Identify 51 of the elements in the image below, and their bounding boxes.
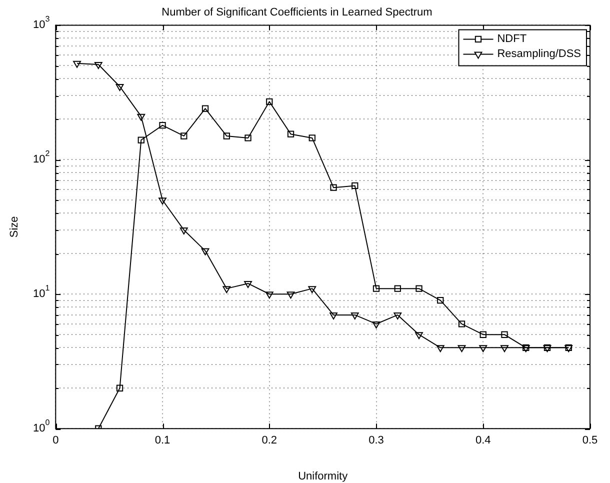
point <box>394 312 402 320</box>
point <box>265 292 274 299</box>
point <box>458 320 466 328</box>
point <box>352 182 358 190</box>
x-tick-label: 0.1 <box>154 434 170 447</box>
point <box>158 198 166 205</box>
x-tick-label: 0.5 <box>582 434 598 447</box>
point <box>73 60 81 68</box>
point <box>180 227 188 234</box>
point <box>480 331 486 338</box>
point <box>350 312 359 320</box>
point <box>436 345 444 352</box>
point <box>266 98 273 105</box>
point <box>500 345 508 352</box>
y-axis-title: Size <box>8 216 21 238</box>
point <box>202 105 209 112</box>
point <box>287 130 294 138</box>
point <box>372 285 380 292</box>
point <box>159 122 166 129</box>
point <box>372 321 380 328</box>
point <box>330 312 338 320</box>
x-tick-label: 0.2 <box>262 434 278 447</box>
point <box>308 134 316 142</box>
point <box>138 136 144 144</box>
x-tick-label: 0.3 <box>368 434 384 447</box>
point <box>116 84 124 92</box>
point <box>394 285 401 292</box>
point <box>308 286 316 294</box>
x-axis-title: Uniformity <box>298 470 348 482</box>
point <box>437 296 444 304</box>
point <box>222 286 231 294</box>
point <box>94 62 102 70</box>
point <box>415 332 423 340</box>
point <box>501 331 508 338</box>
point <box>416 285 422 292</box>
legend-label: NDFT <box>497 33 527 46</box>
point <box>180 132 188 140</box>
legend-label: Resampling/DSS <box>497 48 582 60</box>
point <box>330 184 337 191</box>
x-tick-label: 0.4 <box>475 434 491 447</box>
point <box>137 114 146 121</box>
point <box>223 132 230 140</box>
point <box>116 384 124 392</box>
point <box>286 292 295 299</box>
x-tick-label: 0 <box>52 434 59 447</box>
point <box>458 345 466 352</box>
point <box>201 248 210 256</box>
chart-title: Number of Significant Coefficients in Learned Spectrum <box>162 6 432 19</box>
point <box>479 345 488 352</box>
point <box>244 134 252 142</box>
point <box>244 280 252 288</box>
